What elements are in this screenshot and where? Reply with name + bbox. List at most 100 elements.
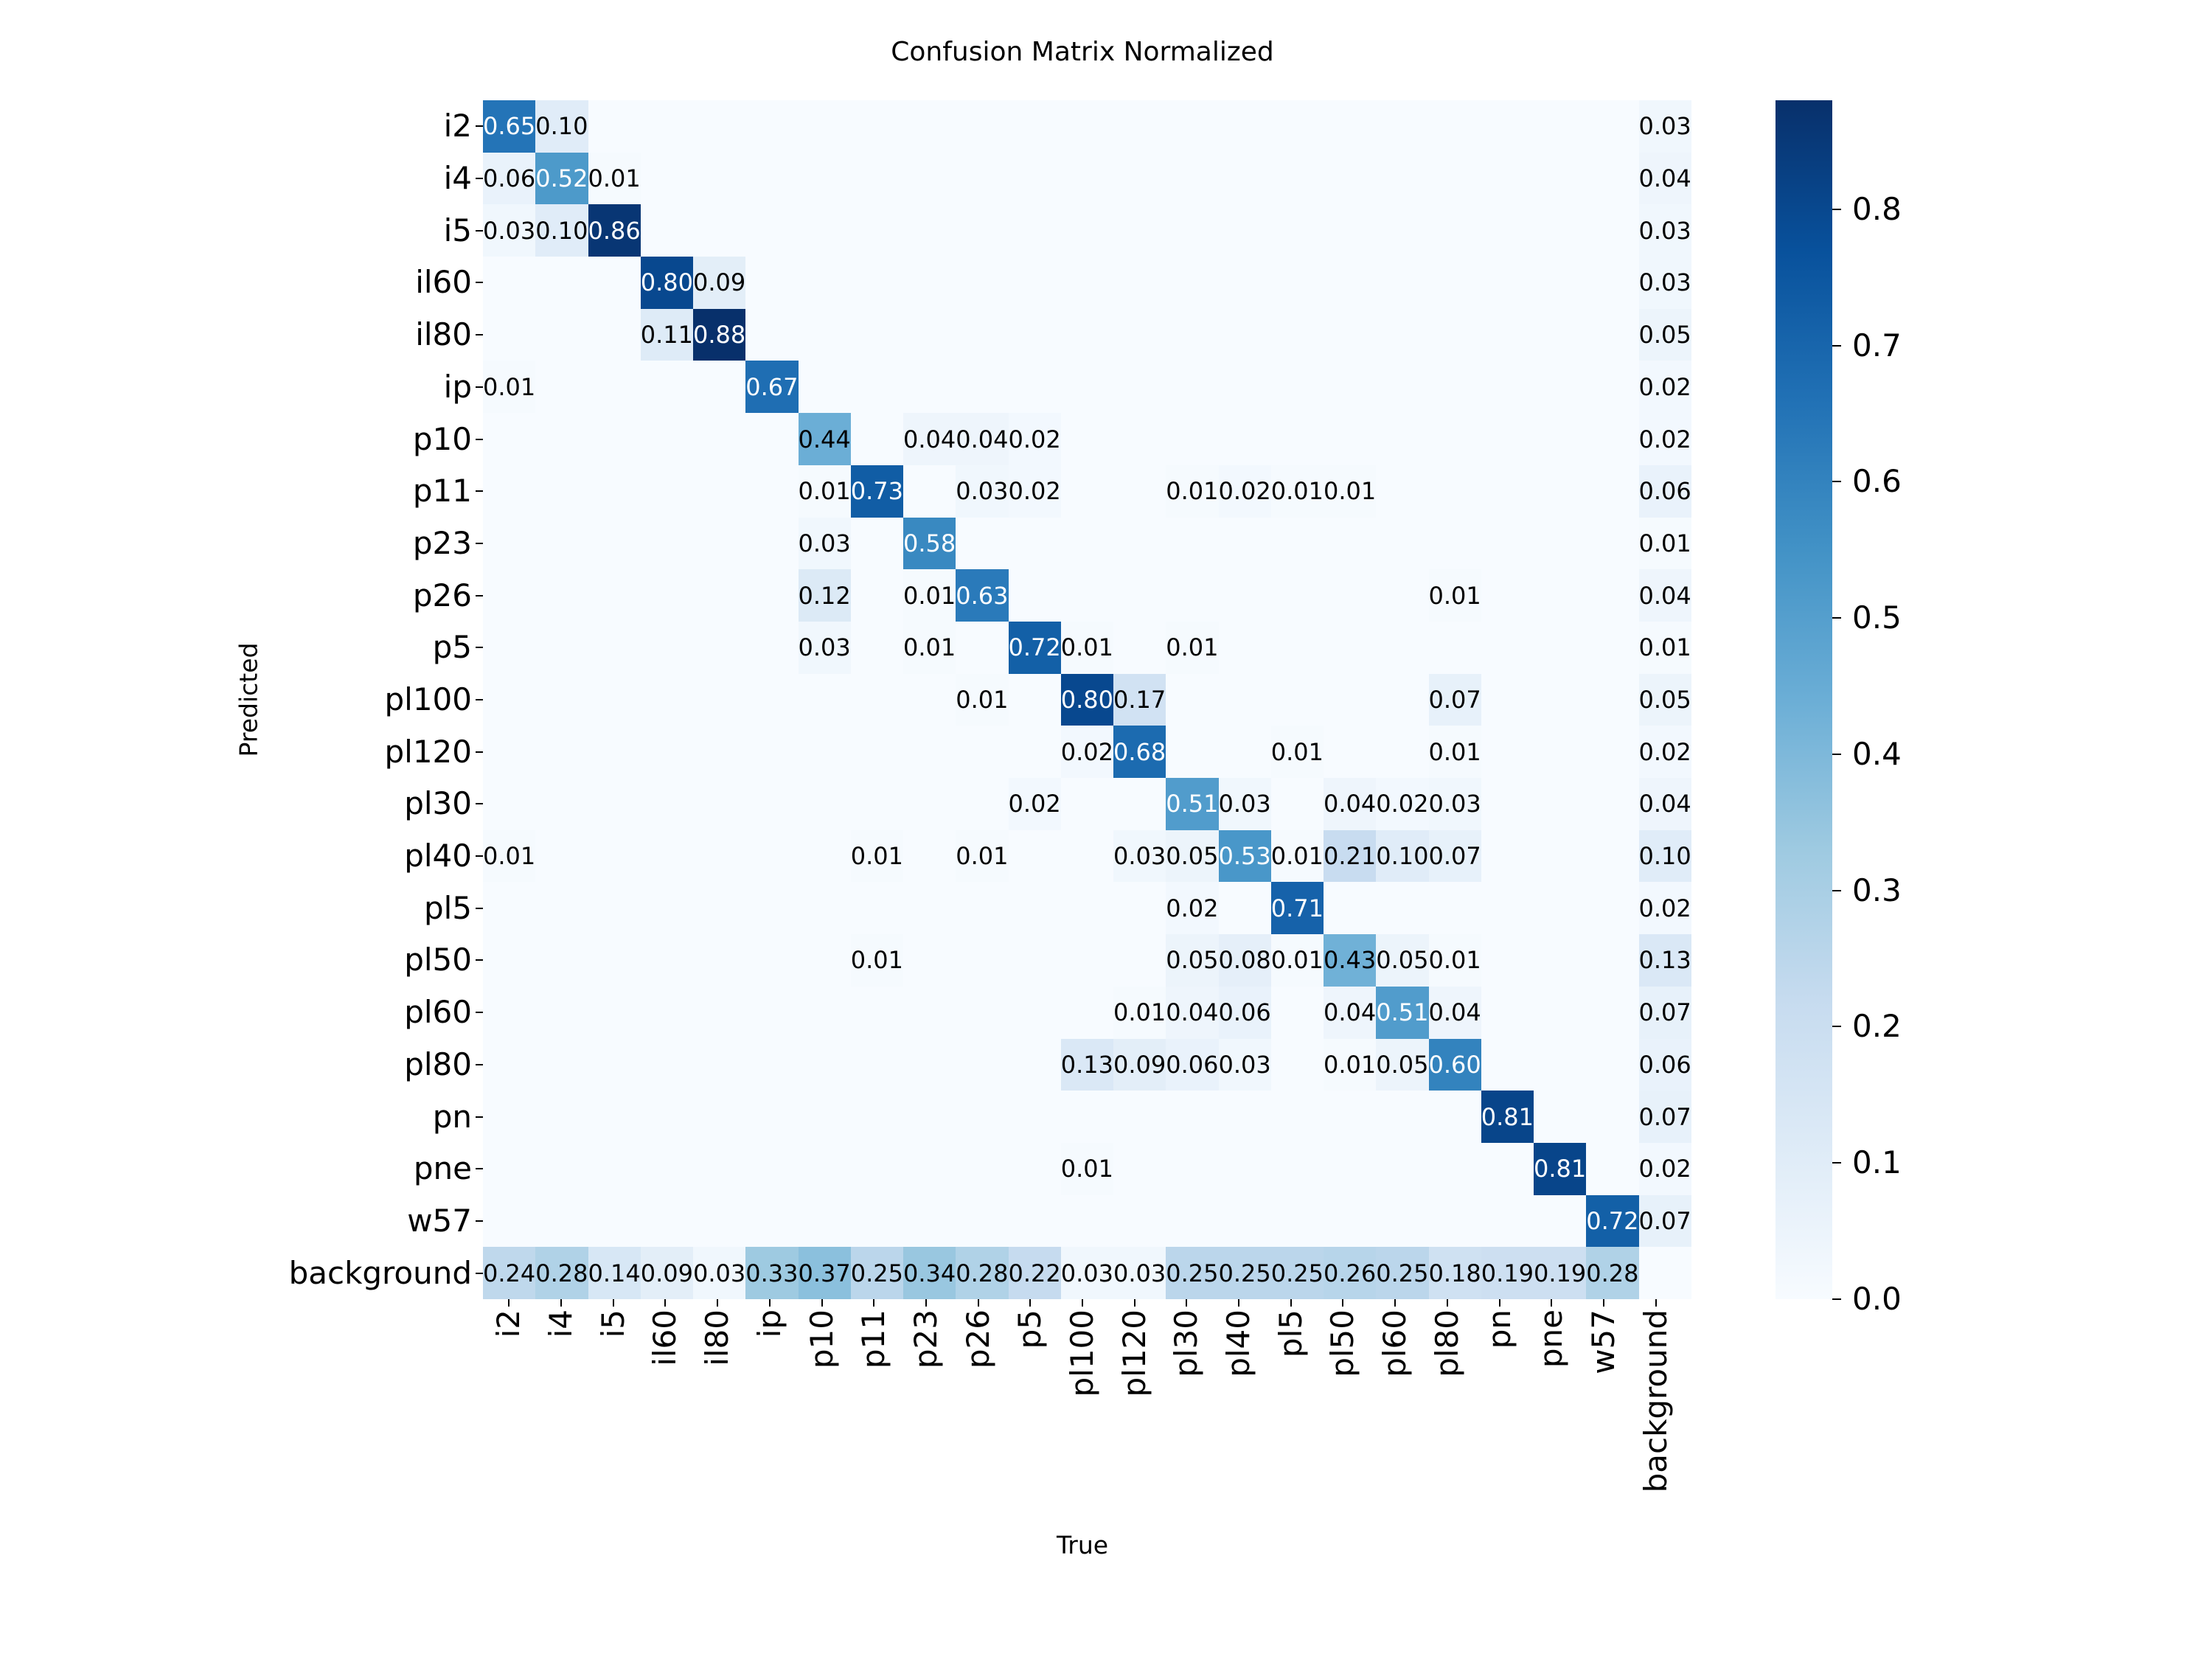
cell-annotation: 0.01 bbox=[1166, 477, 1219, 506]
heatmap-cell: 0.51 bbox=[1376, 986, 1429, 1039]
heatmap-cell bbox=[1218, 1091, 1271, 1143]
cell-annotation: 0.25 bbox=[850, 1259, 903, 1287]
cell-annotation: 0.07 bbox=[1638, 1102, 1691, 1131]
y-tick-mark bbox=[476, 438, 483, 440]
heatmap-cell bbox=[903, 308, 956, 361]
cell-annotation: 0.06 bbox=[1218, 998, 1271, 1027]
heatmap-cell: 0.02 bbox=[1008, 778, 1061, 830]
heatmap-cell bbox=[693, 673, 746, 726]
heatmap-cell bbox=[1376, 621, 1429, 674]
cell-annotation: 0.68 bbox=[1113, 737, 1166, 766]
heatmap-cell: 0.25 bbox=[1166, 1247, 1219, 1299]
heatmap-cell bbox=[1218, 882, 1271, 935]
heatmap-cell bbox=[956, 778, 1009, 830]
y-tick-mark bbox=[476, 1012, 483, 1014]
x-tick-mark bbox=[768, 1299, 771, 1307]
heatmap-cell bbox=[693, 517, 746, 570]
heatmap-cell: 0.01 bbox=[1324, 465, 1377, 518]
x-tick-label-pn: pn bbox=[1481, 1310, 1517, 1349]
heatmap-cell bbox=[1324, 308, 1377, 361]
heatmap-cell bbox=[1270, 361, 1324, 414]
cell-annotation: 0.14 bbox=[588, 1259, 641, 1287]
heatmap-cell: 0.58 bbox=[903, 517, 956, 570]
heatmap-cell bbox=[1008, 986, 1061, 1039]
x-tick-label-pl60: pl60 bbox=[1377, 1310, 1413, 1377]
cell-annotation: 0.26 bbox=[1324, 1259, 1377, 1287]
colorbar-tick-label: 0.5 bbox=[1852, 599, 1902, 636]
heatmap-cell bbox=[535, 308, 588, 361]
heatmap-cell bbox=[640, 361, 693, 414]
heatmap-cell bbox=[850, 517, 903, 570]
heatmap-cell bbox=[483, 1038, 536, 1091]
colorbar-tick-mark bbox=[1832, 344, 1841, 347]
heatmap-cell bbox=[1113, 569, 1166, 622]
x-tick-label-il80: il80 bbox=[699, 1310, 736, 1366]
heatmap-cell bbox=[1428, 465, 1481, 518]
y-tick-mark bbox=[476, 594, 483, 597]
heatmap-cell bbox=[588, 465, 641, 518]
heatmap-cell bbox=[850, 1091, 903, 1143]
heatmap-cell bbox=[903, 1091, 956, 1143]
x-tick-label-pl40: pl40 bbox=[1220, 1310, 1257, 1377]
heatmap-cell bbox=[850, 621, 903, 674]
cell-annotation: 0.03 bbox=[956, 477, 1009, 506]
y-tick-label-p5: p5 bbox=[432, 629, 472, 666]
heatmap-cell: 0.03 bbox=[1218, 778, 1271, 830]
heatmap-cell bbox=[956, 1194, 1009, 1248]
heatmap-cell: 0.09 bbox=[640, 1247, 693, 1299]
heatmap-cell bbox=[798, 308, 851, 361]
cell-annotation: 0.03 bbox=[693, 1259, 746, 1287]
heatmap-cell bbox=[1481, 986, 1534, 1039]
heatmap-cell bbox=[1324, 882, 1377, 935]
cell-annotation: 0.25 bbox=[1166, 1259, 1219, 1287]
y-tick-mark bbox=[476, 334, 483, 336]
heatmap-cell bbox=[1166, 100, 1219, 153]
cell-annotation: 0.06 bbox=[1638, 477, 1691, 506]
heatmap-cell bbox=[956, 934, 1009, 987]
heatmap-cell bbox=[956, 1142, 1009, 1195]
y-tick-label-i2: i2 bbox=[443, 108, 472, 145]
heatmap-cell: 0.07 bbox=[1428, 673, 1481, 726]
heatmap-cell: 0.02 bbox=[1060, 726, 1113, 779]
heatmap-cell: 0.72 bbox=[1586, 1194, 1639, 1248]
cell-annotation: 0.25 bbox=[1376, 1259, 1429, 1287]
heatmap-cell: 0.02 bbox=[1218, 465, 1271, 518]
cell-annotation: 0.01 bbox=[850, 946, 903, 975]
heatmap-cell bbox=[1534, 830, 1587, 883]
y-tick-mark bbox=[476, 229, 483, 232]
heatmap-cell bbox=[693, 204, 746, 257]
heatmap-cell bbox=[1534, 413, 1587, 465]
x-tick-mark bbox=[1655, 1299, 1657, 1307]
heatmap-cell bbox=[588, 621, 641, 674]
heatmap-cell bbox=[1270, 1091, 1324, 1143]
y-tick-mark bbox=[476, 178, 483, 180]
heatmap-cell bbox=[1060, 569, 1113, 622]
y-tick-label-pl80: pl80 bbox=[404, 1046, 472, 1082]
heatmap-cell bbox=[1166, 517, 1219, 570]
heatmap-cell: 0.02 bbox=[1008, 465, 1061, 518]
x-tick-mark bbox=[1342, 1299, 1344, 1307]
y-tick-label-pne: pne bbox=[413, 1150, 472, 1187]
heatmap-cell bbox=[798, 100, 851, 153]
cell-annotation: 0.01 bbox=[1060, 633, 1113, 662]
heatmap-cell: 0.04 bbox=[1324, 986, 1377, 1039]
heatmap-cell bbox=[588, 257, 641, 309]
cell-annotation: 0.21 bbox=[1324, 842, 1377, 871]
heatmap-cell: 0.05 bbox=[1638, 308, 1691, 361]
heatmap-cell bbox=[745, 830, 799, 883]
heatmap-cell bbox=[1166, 569, 1219, 622]
cell-annotation: 0.10 bbox=[535, 112, 588, 141]
heatmap-cell: 0.01 bbox=[1270, 934, 1324, 987]
colorbar bbox=[1775, 100, 1832, 1299]
y-axis-label: Predicted bbox=[234, 642, 263, 757]
x-tick-mark bbox=[1186, 1299, 1188, 1307]
colorbar-tick-mark bbox=[1832, 208, 1841, 210]
heatmap-cell: 0.81 bbox=[1481, 1091, 1534, 1143]
colorbar-tick-mark bbox=[1832, 1026, 1841, 1028]
x-axis-label: True bbox=[1056, 1531, 1109, 1559]
heatmap-cell bbox=[1481, 621, 1534, 674]
x-tick-label-p26: p26 bbox=[959, 1310, 996, 1369]
heatmap-cell: 0.73 bbox=[850, 465, 903, 518]
heatmap-cell bbox=[956, 100, 1009, 153]
cell-annotation: 0.25 bbox=[1218, 1259, 1271, 1287]
